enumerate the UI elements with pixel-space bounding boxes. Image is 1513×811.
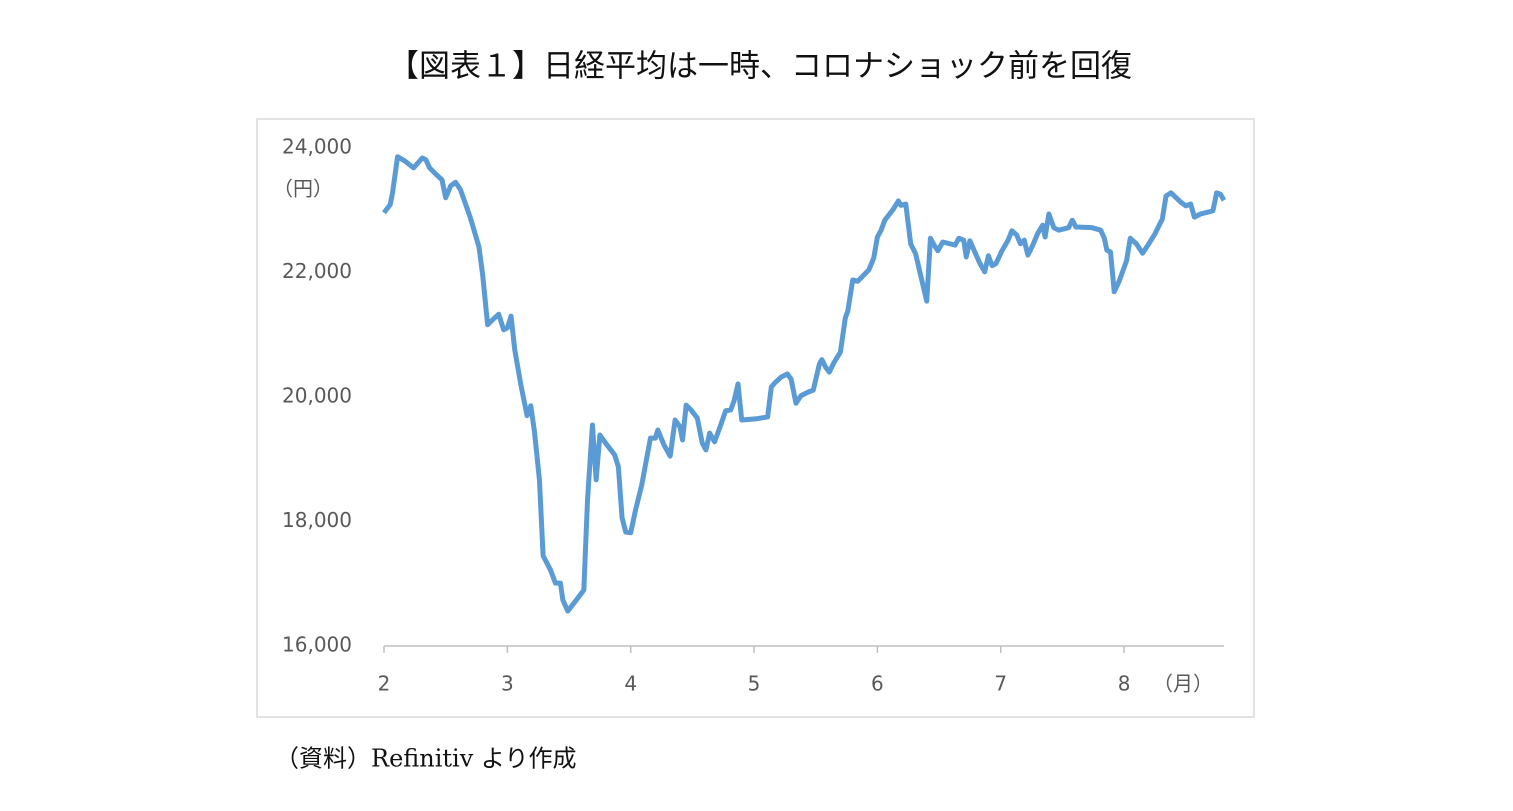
- x-tick-label: 2: [378, 672, 391, 696]
- y-tick-label: 20,000: [282, 384, 352, 408]
- source-note: （資料）Refinitiv より作成: [275, 745, 576, 773]
- y-tick-label: 16,000: [282, 633, 352, 657]
- x-tick-label: 5: [748, 672, 761, 696]
- x-tick-label: 3: [501, 672, 514, 696]
- x-tick-label: 6: [871, 672, 884, 696]
- y-axis-label: （円）: [273, 177, 333, 201]
- y-tick-label: 22,000: [282, 259, 352, 283]
- x-tick-label: 8: [1118, 672, 1131, 696]
- chart-title: 【図表１】日経平均は一時、コロナショック前を回復: [388, 49, 1132, 85]
- y-tick-label: 18,000: [282, 508, 352, 532]
- y-tick-label: 24,000: [282, 135, 352, 159]
- x-axis-label: （月）: [1153, 672, 1213, 696]
- data-line: [382, 154, 1227, 614]
- x-tick-label: 4: [624, 672, 637, 696]
- plot-frame: [256, 118, 1255, 718]
- x-tick-label: 7: [994, 672, 1007, 696]
